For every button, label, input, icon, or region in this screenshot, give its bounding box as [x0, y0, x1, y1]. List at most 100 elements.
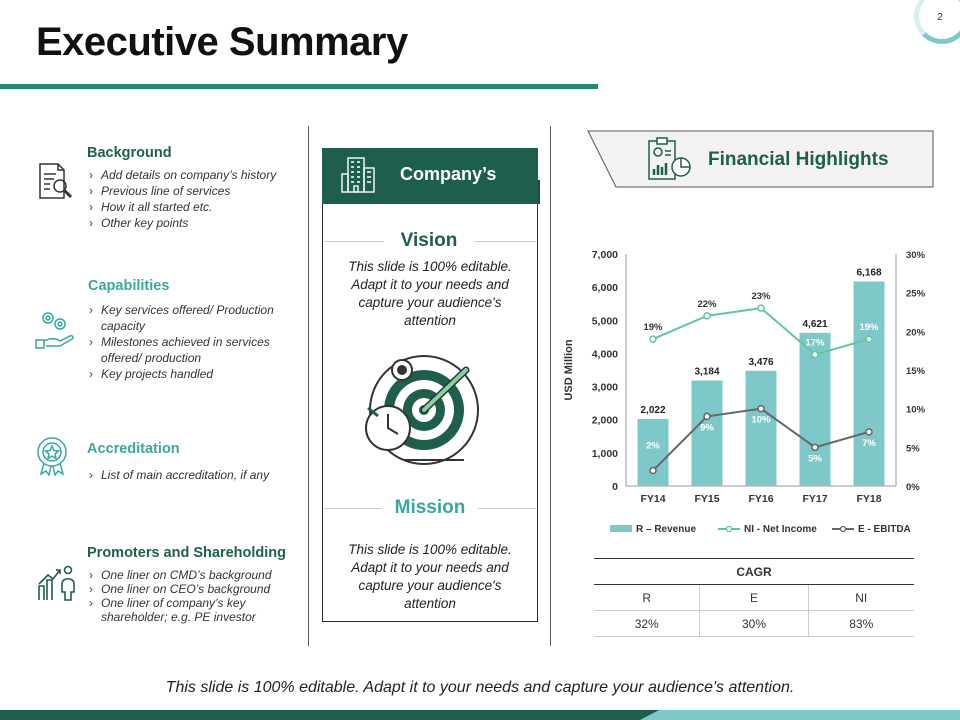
- footer-bar: [0, 710, 960, 720]
- company-label: Company’s: [400, 164, 497, 184]
- cagr-header: R: [594, 584, 700, 611]
- cagr-title: CAGR: [594, 558, 914, 585]
- x-tick-label: FY15: [694, 493, 719, 505]
- line-value-label: 22%: [697, 299, 717, 310]
- background-bullets: Add details on company’s history Previou…: [87, 167, 302, 231]
- y-tick-label: 4,000: [592, 348, 618, 360]
- y-tick-label: 3,000: [592, 382, 618, 394]
- bar-value-label: 4,621: [802, 319, 827, 330]
- y2-tick-label: 25%: [906, 289, 926, 300]
- promoters-bullets: One liner on CMD’s background One liner …: [87, 568, 302, 624]
- capabilities-bullets: Key services offered/ Production capacit…: [87, 302, 302, 382]
- divider-right: [550, 126, 551, 646]
- bar: [853, 281, 885, 486]
- mission-title: Mission: [382, 497, 478, 519]
- series-point: [757, 404, 765, 413]
- line-value-label: 19%: [859, 322, 879, 333]
- legend-label: R – Revenue: [636, 524, 696, 535]
- series-point: [757, 304, 765, 312]
- series-point: [703, 412, 711, 421]
- x-tick-label: FY14: [640, 493, 665, 505]
- series-point: [865, 335, 873, 343]
- series-point: [649, 466, 657, 475]
- line-value-label: 19%: [643, 322, 663, 333]
- cagr-header: E: [699, 584, 809, 611]
- page-title: Executive Summary: [36, 20, 408, 64]
- list-item: Key services offered/ Production capacit…: [87, 302, 302, 334]
- line-value-label: 10%: [751, 415, 771, 426]
- y-tick-label: 5,000: [592, 315, 618, 327]
- line-value-label: 7%: [862, 438, 876, 449]
- list-item: How it all started etc.: [87, 199, 302, 215]
- legend-swatch: [610, 525, 632, 532]
- legend-marker: [725, 525, 733, 533]
- series-point: [811, 350, 819, 359]
- accreditation-title: Accreditation: [87, 441, 180, 457]
- list-item: List of main accreditation, if any: [87, 467, 302, 483]
- target-arrow-icon: [360, 352, 482, 473]
- x-tick-label: FY17: [802, 493, 827, 505]
- x-tick-label: FY18: [856, 493, 881, 505]
- y-axis-label: USD Million: [563, 339, 575, 400]
- bar-value-label: 2,022: [640, 405, 665, 416]
- page-number-ring: [914, 0, 960, 44]
- growth-people-icon: [36, 562, 78, 604]
- vision-text: This slide is 100% editable. Adapt it to…: [348, 259, 512, 328]
- line-value-label: 23%: [751, 291, 771, 302]
- bar: [637, 418, 669, 486]
- page-number: 2: [937, 12, 943, 23]
- promoters-title: Promoters and Shareholding: [87, 545, 286, 561]
- title-underline: [0, 84, 598, 89]
- cagr-header: NI: [807, 584, 914, 611]
- legend-label: NI - Net Income: [744, 524, 817, 535]
- line-value-label: 9%: [700, 422, 714, 433]
- bar: [799, 332, 831, 486]
- y2-tick-label: 15%: [906, 366, 926, 377]
- series-point: [811, 443, 819, 452]
- table-row: 32% 30% 83%: [594, 610, 914, 637]
- cagr-value: 83%: [807, 610, 914, 637]
- y2-tick-label: 5%: [906, 443, 920, 454]
- y-tick-label: 0: [612, 481, 618, 493]
- line-value-label: 5%: [808, 453, 822, 464]
- accreditation-bullets: List of main accreditation, if any: [87, 467, 302, 483]
- line-value-label: 2%: [646, 441, 660, 452]
- divider-left: [308, 126, 309, 646]
- y2-tick-label: 30%: [906, 250, 926, 261]
- bar-value-label: 3,476: [748, 357, 773, 368]
- financial-title: Financial Highlights: [708, 149, 889, 170]
- series-point: [865, 428, 873, 436]
- footer-text: This slide is 100% editable. Adapt it to…: [165, 679, 795, 696]
- cagr-value: 32%: [594, 610, 700, 637]
- document-search-icon: [34, 160, 76, 202]
- series-line: [652, 307, 870, 356]
- series-point: [649, 335, 657, 343]
- legend-label: E - EBITDA: [858, 524, 911, 535]
- y2-tick-label: 10%: [906, 405, 926, 416]
- series-point: [703, 312, 711, 320]
- y2-tick-label: 20%: [906, 327, 926, 338]
- bar-value-label: 3,184: [694, 366, 719, 377]
- y-tick-label: 6,000: [592, 282, 618, 294]
- list-item: Add details on company’s history: [87, 167, 302, 183]
- x-tick-label: FY16: [748, 493, 773, 505]
- line-value-label: 17%: [805, 338, 825, 349]
- bar-value-label: 6,168: [856, 268, 881, 279]
- list-item: Previous line of services: [87, 183, 302, 199]
- gears-hand-icon: [34, 308, 76, 350]
- list-item: One liner on CMD’s background: [87, 568, 302, 582]
- list-item: One liner of company’s key shareholder; …: [87, 596, 302, 624]
- award-badge-icon: [32, 434, 74, 477]
- background-title: Background: [87, 145, 172, 161]
- vision-title: Vision: [384, 230, 474, 252]
- capabilities-title: Capabilities: [88, 278, 170, 294]
- y-tick-label: 1,000: [592, 448, 618, 460]
- bar: [745, 370, 777, 486]
- y2-tick-label: 0%: [906, 482, 920, 493]
- report-chart-icon: [645, 137, 693, 188]
- list-item: Other key points: [87, 215, 302, 231]
- y-tick-label: 2,000: [592, 415, 618, 427]
- legend-marker: [839, 525, 847, 533]
- table-row: R E NI: [594, 584, 914, 611]
- bar: [691, 380, 723, 486]
